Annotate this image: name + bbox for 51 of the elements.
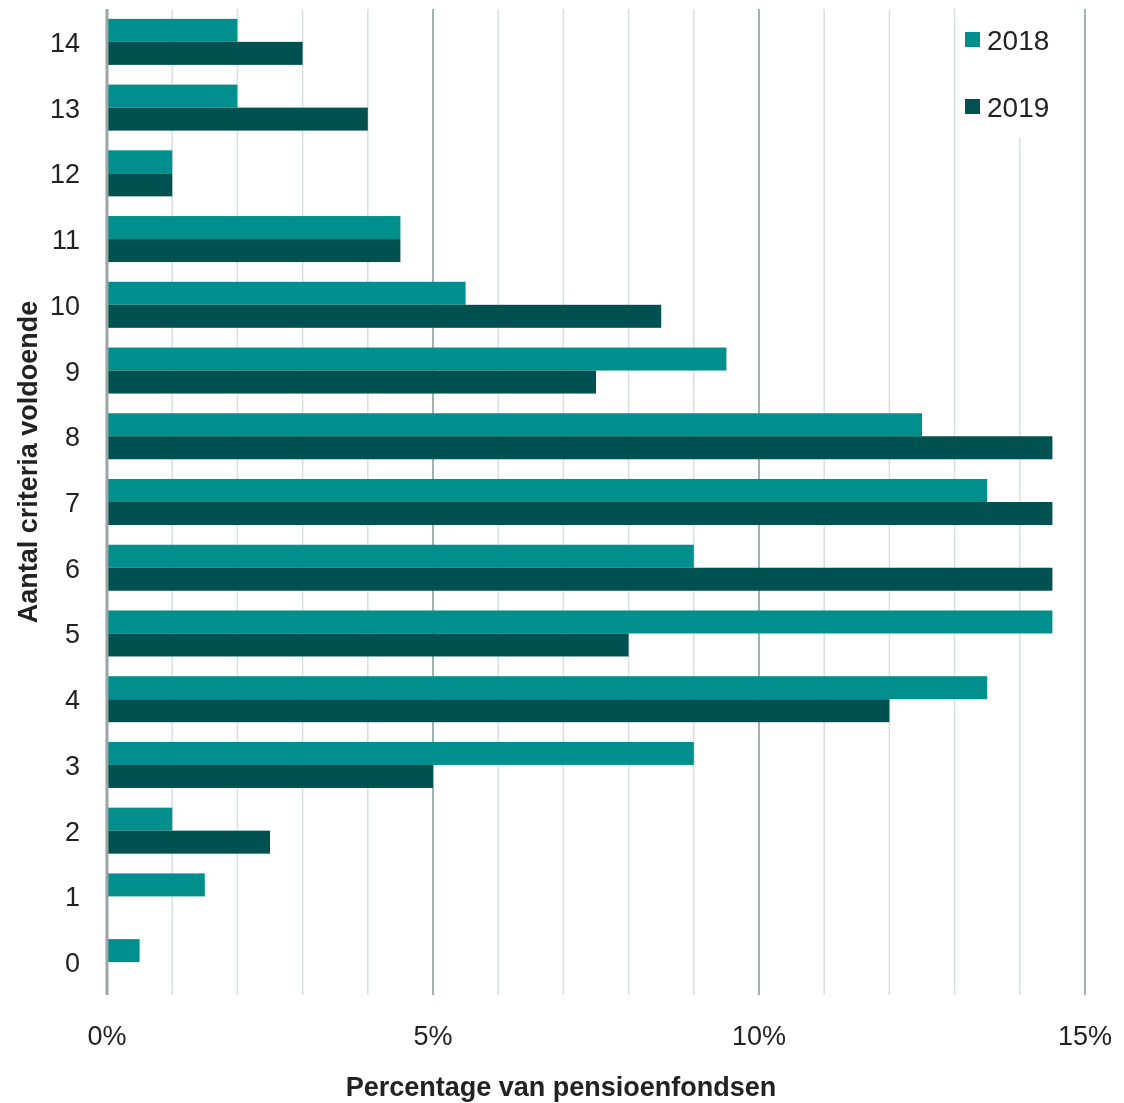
y-tick-label: 1 bbox=[64, 882, 80, 913]
bar bbox=[107, 84, 238, 108]
bar bbox=[107, 764, 433, 788]
x-axis-title: Percentage van pensioenfondsen bbox=[345, 1072, 777, 1102]
x-tick-label: 10% bbox=[731, 1021, 787, 1051]
y-tick-label: 2 bbox=[64, 816, 80, 847]
x-tick-label: 15% bbox=[1057, 1021, 1113, 1051]
y-tick-label: 14 bbox=[49, 27, 80, 58]
bar bbox=[107, 107, 368, 131]
bar bbox=[107, 18, 238, 42]
bar bbox=[107, 239, 401, 263]
y-tick-label: 7 bbox=[64, 488, 80, 518]
bar bbox=[107, 41, 303, 65]
bar bbox=[107, 830, 270, 854]
bar bbox=[107, 699, 890, 723]
bar bbox=[107, 544, 694, 568]
legend-label: 2019 bbox=[987, 92, 1050, 123]
bar bbox=[107, 502, 1053, 526]
y-tick-label: 9 bbox=[64, 356, 80, 387]
y-tick-label: 8 bbox=[64, 422, 80, 453]
bar bbox=[107, 676, 988, 700]
bar bbox=[107, 939, 140, 963]
y-tick-label: 6 bbox=[64, 553, 80, 584]
y-tick-label: 10 bbox=[49, 290, 80, 321]
bar bbox=[107, 610, 1053, 634]
bar bbox=[107, 436, 1053, 460]
bar bbox=[107, 216, 401, 240]
x-tick-label: 0% bbox=[87, 1021, 127, 1051]
bar bbox=[107, 150, 173, 174]
bar bbox=[107, 633, 629, 657]
y-tick-label: 12 bbox=[49, 159, 80, 190]
legend-label: 2018 bbox=[987, 25, 1050, 56]
bar bbox=[107, 413, 922, 437]
bar bbox=[107, 347, 727, 371]
y-tick-label: 0 bbox=[64, 948, 80, 979]
bar bbox=[107, 478, 988, 502]
y-tick-label: 3 bbox=[64, 750, 80, 781]
y-tick-label: 11 bbox=[51, 225, 80, 256]
y-tick-label: 5 bbox=[64, 619, 80, 650]
y-axis-title: Aantal criteria voldoende bbox=[13, 300, 43, 624]
bar bbox=[107, 567, 1053, 591]
bar bbox=[107, 741, 694, 765]
bar bbox=[107, 173, 173, 197]
bar bbox=[107, 281, 466, 305]
bar bbox=[107, 873, 205, 897]
x-tick-label: 5% bbox=[413, 1021, 453, 1051]
bar bbox=[107, 807, 173, 831]
y-tick-label: 4 bbox=[64, 685, 80, 716]
y-tick-label: 13 bbox=[49, 93, 80, 124]
bar bbox=[107, 370, 596, 394]
bar bbox=[107, 304, 662, 328]
